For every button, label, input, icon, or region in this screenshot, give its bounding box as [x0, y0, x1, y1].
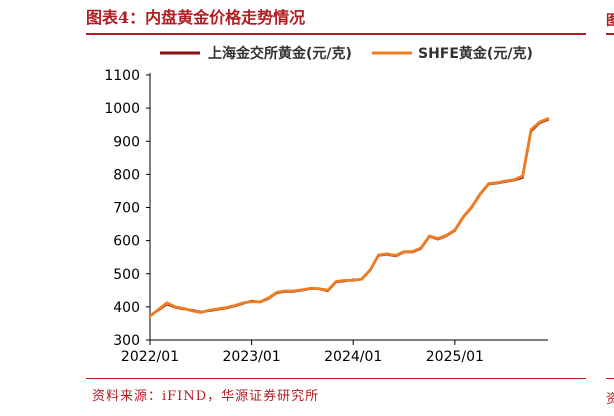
y-tick-label: 800	[113, 167, 140, 183]
legend: 上海金交所黄金(元/克) SHFE黄金(元/克)	[160, 45, 533, 62]
y-tick-label: 300	[113, 333, 140, 349]
y-tick-label: 1000	[104, 101, 140, 117]
series-line-2	[148, 117, 550, 318]
adjacent-source-rule	[606, 378, 614, 379]
adjacent-title-rule	[606, 33, 614, 35]
legend-label-2: SHFE黄金(元/克)	[418, 45, 533, 62]
x-tick-label: 2025/01	[426, 349, 484, 365]
y-tick-label: 1100	[104, 68, 140, 84]
x-axis: 2022/01 2023/01 2024/01 2025/01	[121, 339, 548, 365]
y-tick-label: 900	[113, 134, 140, 150]
y-axis: 300 400 500 600 700 800 900 1000 1100	[104, 68, 151, 349]
title-rule	[86, 33, 586, 35]
adjacent-source-fragment: 资	[606, 392, 614, 407]
y-tick-label: 500	[113, 267, 140, 283]
y-tick-label: 400	[113, 300, 140, 316]
line-chart: 上海金交所黄金(元/克) SHFE黄金(元/克) 300 400 500 600 700 8…	[104, 45, 550, 365]
plot-area	[148, 117, 550, 318]
series-line-1	[148, 118, 550, 317]
x-tick-label: 2023/01	[223, 349, 281, 365]
y-tick-label: 600	[113, 234, 140, 250]
source-note: 资料来源：iFIND，华源证券研究所	[92, 389, 320, 404]
adjacent-figure-title-fragment: 图	[606, 13, 614, 29]
y-tick-label: 700	[113, 201, 140, 217]
legend-label-1: 上海金交所黄金(元/克)	[208, 45, 352, 62]
figure-title: 图表4：内盘黄金价格走势情况	[86, 8, 306, 27]
x-tick-label: 2022/01	[121, 349, 179, 365]
x-tick-label: 2024/01	[324, 349, 382, 365]
source-rule	[86, 378, 586, 379]
